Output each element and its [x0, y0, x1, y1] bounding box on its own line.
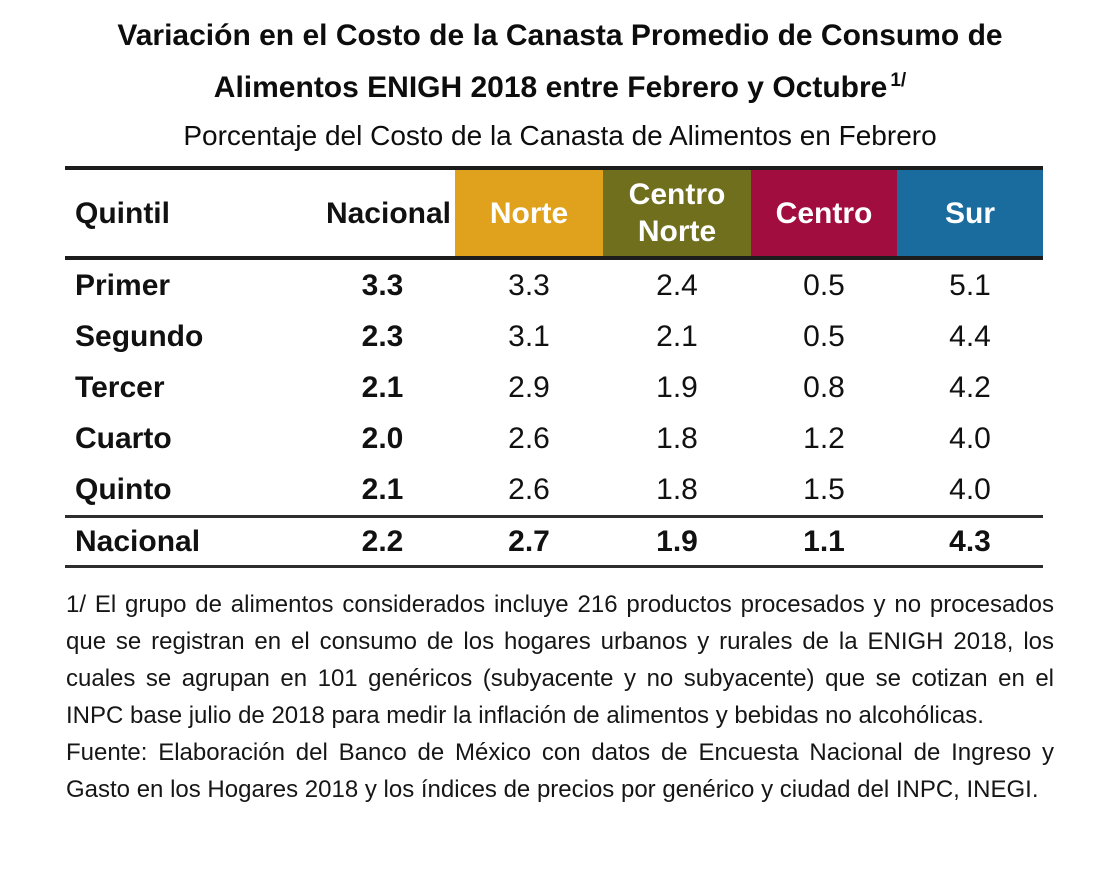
- report-page: Variación en el Costo de la Canasta Prom…: [0, 10, 1120, 892]
- cell-norte: 2.7: [455, 515, 603, 568]
- row-label: Tercer: [75, 370, 165, 404]
- cell-nacional: 2.2: [310, 515, 455, 568]
- title-line-2: Alimentos ENIGH 2018 entre Febrero y Oct…: [0, 62, 1120, 114]
- row-label: Cuarto: [75, 421, 172, 455]
- cell-norte: 2.9: [508, 370, 550, 404]
- footnotes-block: 1/ El grupo de alimentos considerados in…: [66, 586, 1054, 808]
- cell-sur: 4.0: [949, 472, 991, 506]
- cell-nacional: 2.3: [361, 319, 404, 353]
- footnote-1: 1/ El grupo de alimentos considerados in…: [66, 591, 1054, 729]
- cell-centro-norte: 1.8: [656, 421, 698, 455]
- cell-centro-norte: 1.9: [603, 515, 751, 568]
- cell-sur: 4.0: [949, 421, 991, 455]
- table-row-tercer: Tercer 2.1 2.9 1.9 0.8 4.2: [65, 362, 1043, 413]
- cell-nacional: 3.3: [361, 268, 404, 302]
- footnote-source: Fuente: Elaboración del Banco de México …: [66, 739, 1054, 803]
- title-line-2-text: Alimentos ENIGH 2018 entre Febrero y Oct…: [213, 71, 888, 104]
- row-label: Nacional: [65, 515, 310, 568]
- table-row-primer: Primer 3.3 3.3 2.4 0.5 5.1: [65, 258, 1043, 311]
- cell-sur: 4.2: [949, 370, 991, 404]
- cell-norte: 2.6: [508, 421, 550, 455]
- table-row-cuarto: Cuarto 2.0 2.6 1.8 1.2 4.0: [65, 413, 1043, 464]
- footnote-marker: 1/: [890, 70, 907, 91]
- column-header-norte: Norte: [455, 168, 603, 260]
- cell-centro-norte: 2.4: [656, 268, 698, 302]
- table-row-nacional-total: Nacional 2.2 2.7 1.9 1.1 4.3: [65, 515, 1043, 568]
- cell-centro: 1.1: [751, 515, 897, 568]
- cell-nacional: 2.1: [361, 370, 404, 404]
- column-header-sur: Sur: [897, 168, 1043, 260]
- column-header-centro-norte: Centro Norte: [603, 168, 751, 260]
- cell-sur: 4.3: [897, 515, 1043, 568]
- cell-centro-norte: 2.1: [656, 319, 698, 353]
- column-header-nacional: Nacional: [310, 168, 455, 260]
- cell-centro-norte: 1.9: [656, 370, 698, 404]
- cell-centro: 1.5: [803, 472, 845, 506]
- table-row-segundo: Segundo 2.3 3.1 2.1 0.5 4.4: [65, 311, 1043, 362]
- title-line-1: Variación en el Costo de la Canasta Prom…: [117, 19, 1003, 52]
- cell-centro: 1.2: [803, 421, 845, 455]
- cell-centro: 0.5: [803, 268, 845, 302]
- page-title: Variación en el Costo de la Canasta Prom…: [0, 10, 1120, 114]
- cell-sur: 4.4: [949, 319, 991, 353]
- row-label: Primer: [75, 268, 171, 302]
- cell-centro: 0.5: [803, 319, 845, 353]
- cell-nacional: 2.0: [361, 421, 404, 455]
- row-label: Segundo: [75, 319, 204, 353]
- cell-centro-norte: 1.8: [656, 472, 698, 506]
- page-subtitle: Porcentaje del Costo de la Canasta de Al…: [183, 120, 937, 151]
- cell-centro: 0.8: [803, 370, 845, 404]
- cell-sur: 5.1: [949, 268, 991, 302]
- cell-norte: 3.3: [508, 268, 550, 302]
- data-table: Quintil Nacional Norte Centro Norte Cent…: [65, 166, 1043, 568]
- cell-nacional: 2.1: [361, 472, 404, 506]
- cell-norte: 3.1: [508, 319, 550, 353]
- column-header-centro: Centro: [751, 168, 897, 260]
- column-header-quintil: Quintil: [65, 168, 310, 260]
- cell-norte: 2.6: [508, 472, 550, 506]
- row-label: Quinto: [75, 472, 172, 506]
- header-row: Quintil Nacional Norte Centro Norte Cent…: [65, 168, 1043, 260]
- table-row-quinto: Quinto 2.1 2.6 1.8 1.5 4.0: [65, 464, 1043, 517]
